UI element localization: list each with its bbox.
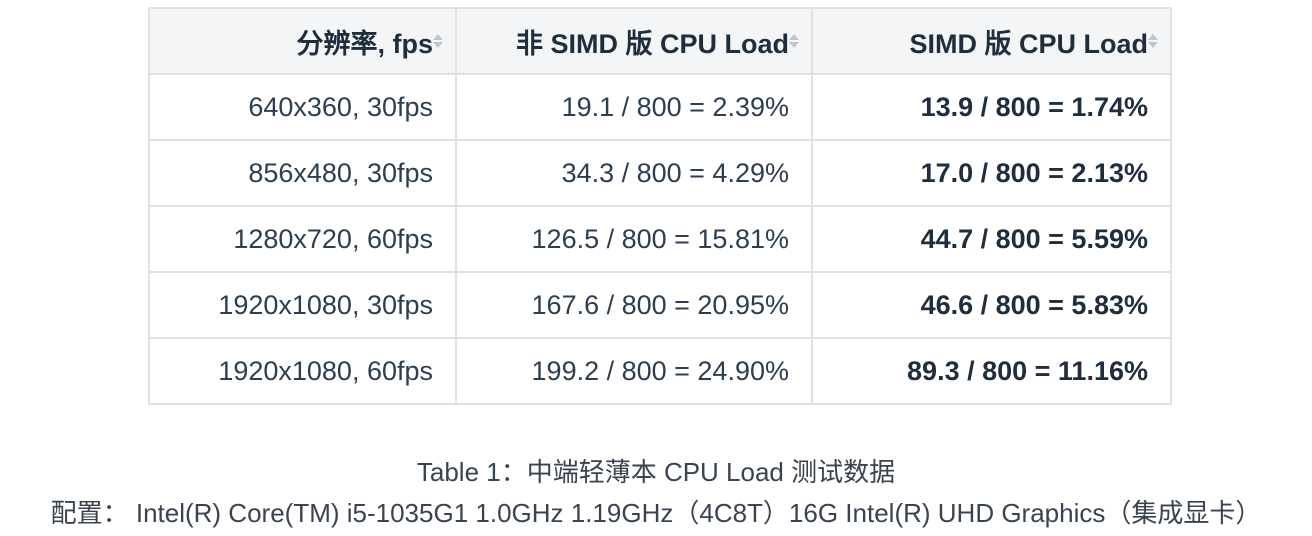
column-header-label: 非 SIMD 版 CPU Load — [515, 28, 789, 59]
column-header-non-simd[interactable]: 非 SIMD 版 CPU Load — [455, 7, 813, 75]
table-caption: Table 1：中端轻薄本 CPU Load 测试数据 — [416, 457, 896, 487]
sort-icon[interactable] — [433, 32, 443, 50]
table-row: 640x360, 30fps 19.1 / 800 = 2.39% 13.9 /… — [148, 73, 1172, 141]
column-header-label: SIMD 版 CPU Load — [909, 28, 1148, 59]
cell-non-simd-load: 126.5 / 800 = 15.81% — [455, 205, 813, 273]
column-header-resolution[interactable]: 分辨率, fps — [148, 7, 457, 75]
sort-icon[interactable] — [789, 32, 799, 50]
table-row: 1280x720, 60fps 126.5 / 800 = 15.81% 44.… — [148, 205, 1172, 273]
cell-simd-load: 13.9 / 800 = 1.74% — [811, 73, 1172, 141]
cpu-load-table: 分辨率, fps 非 SIMD 版 CPU Load SIMD 版 CPU Lo… — [148, 7, 1172, 405]
table-header-row: 分辨率, fps 非 SIMD 版 CPU Load SIMD 版 CPU Lo… — [148, 7, 1172, 75]
cell-simd-load: 89.3 / 800 = 11.16% — [811, 337, 1172, 405]
cell-non-simd-load: 34.3 / 800 = 4.29% — [455, 139, 813, 207]
sort-icon[interactable] — [1148, 32, 1158, 50]
cell-resolution: 1920x1080, 30fps — [148, 271, 457, 339]
cell-simd-load: 46.6 / 800 = 5.83% — [811, 271, 1172, 339]
table-row: 1920x1080, 60fps 199.2 / 800 = 24.90% 89… — [148, 337, 1172, 405]
cell-non-simd-load: 19.1 / 800 = 2.39% — [455, 73, 813, 141]
cpu-load-table-container: 分辨率, fps 非 SIMD 版 CPU Load SIMD 版 CPU Lo… — [148, 7, 1172, 405]
column-header-simd[interactable]: SIMD 版 CPU Load — [811, 7, 1172, 75]
cell-non-simd-load: 199.2 / 800 = 24.90% — [455, 337, 813, 405]
column-header-label: 分辨率, fps — [296, 28, 433, 59]
cell-resolution: 1920x1080, 60fps — [148, 337, 457, 405]
hardware-config-note: 配置： Intel(R) Core(TM) i5-1035G1 1.0GHz 1… — [50, 498, 1262, 528]
table-row: 856x480, 30fps 34.3 / 800 = 4.29% 17.0 /… — [148, 139, 1172, 207]
cell-resolution: 856x480, 30fps — [148, 139, 457, 207]
cell-simd-load: 17.0 / 800 = 2.13% — [811, 139, 1172, 207]
cell-resolution: 640x360, 30fps — [148, 73, 457, 141]
cell-simd-load: 44.7 / 800 = 5.59% — [811, 205, 1172, 273]
cell-non-simd-load: 167.6 / 800 = 20.95% — [455, 271, 813, 339]
cell-resolution: 1280x720, 60fps — [148, 205, 457, 273]
table-row: 1920x1080, 30fps 167.6 / 800 = 20.95% 46… — [148, 271, 1172, 339]
